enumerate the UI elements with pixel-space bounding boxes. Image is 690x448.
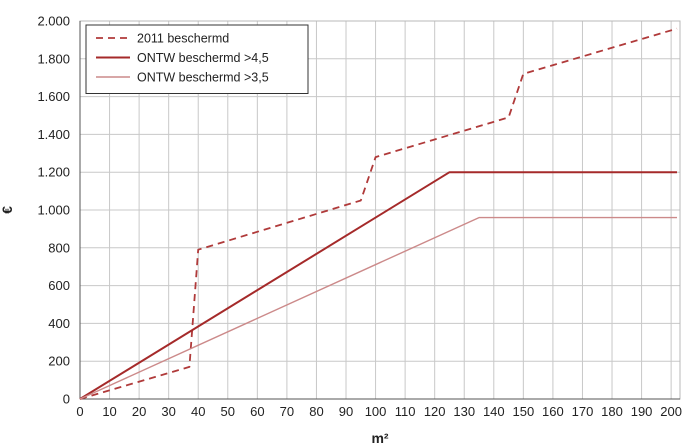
x-tick-label-3: 30 [161, 404, 175, 419]
series-line-0 [79, 27, 678, 400]
x-tick-label-20: 200 [660, 404, 682, 419]
x-tick-label-14: 140 [483, 404, 505, 419]
x-tick-label-18: 180 [601, 404, 623, 419]
series-line-2 [79, 216, 677, 400]
x-tick-label-9: 90 [339, 404, 353, 419]
x-tick-label-12: 120 [424, 404, 446, 419]
y-tick-label-0: 0 [63, 392, 70, 407]
y-tick-label-4: 800 [48, 240, 70, 255]
x-tick-label-4: 40 [191, 404, 205, 419]
y-tick-label-5: 1.000 [37, 203, 70, 218]
x-tick-label-7: 70 [280, 404, 294, 419]
x-tick-label-11: 110 [395, 404, 416, 419]
axes [79, 20, 681, 400]
y-tick-label-7: 1.400 [37, 127, 70, 142]
x-tick-label-8: 80 [309, 404, 323, 419]
x-tick-label-15: 150 [512, 404, 534, 419]
y-tick-label-1: 200 [48, 354, 70, 369]
y-tick-label-10: 2.000 [37, 14, 70, 29]
x-tick-label-10: 100 [365, 404, 387, 419]
x-tick-label-19: 190 [631, 404, 653, 419]
series-line-1 [79, 171, 677, 400]
y-tick-label-2: 400 [48, 316, 70, 331]
x-tick-label-1: 10 [102, 404, 116, 419]
legend: 2011 beschermd ONTW beschermd >4,5 ONTW be… [85, 24, 309, 94]
legend-label-2: ONTW beschermd >3,5 [137, 71, 269, 85]
series-lines [79, 27, 678, 400]
x-tick-label-6: 60 [250, 404, 264, 419]
y-tick-label-8: 1.600 [37, 89, 70, 104]
x-tick-label-5: 50 [221, 404, 235, 419]
y-tick-label-3: 600 [48, 278, 70, 293]
x-tick-label-16: 160 [542, 404, 564, 419]
x-tick-label-13: 130 [453, 404, 475, 419]
legend-label-0: 2011 beschermd [137, 32, 229, 46]
x-tick-label-17: 170 [572, 404, 594, 419]
x-tick-label-0: 0 [76, 404, 83, 419]
legend-label-1: ONTW beschermd >4,5 [137, 51, 269, 65]
axis-titles: m² € [0, 206, 389, 446]
y-tick-label-9: 1.800 [37, 51, 70, 66]
x-axis-title: m² [371, 430, 388, 446]
legend-box [85, 24, 309, 94]
y-axis-title: € [0, 206, 15, 214]
tick-labels: 0 10 20 30 40 50 60 70 80 90 100 110 120 130 140 150 160… [37, 14, 682, 420]
x-tick-label-2: 20 [132, 404, 146, 419]
y-tick-label-6: 1.200 [37, 165, 70, 180]
